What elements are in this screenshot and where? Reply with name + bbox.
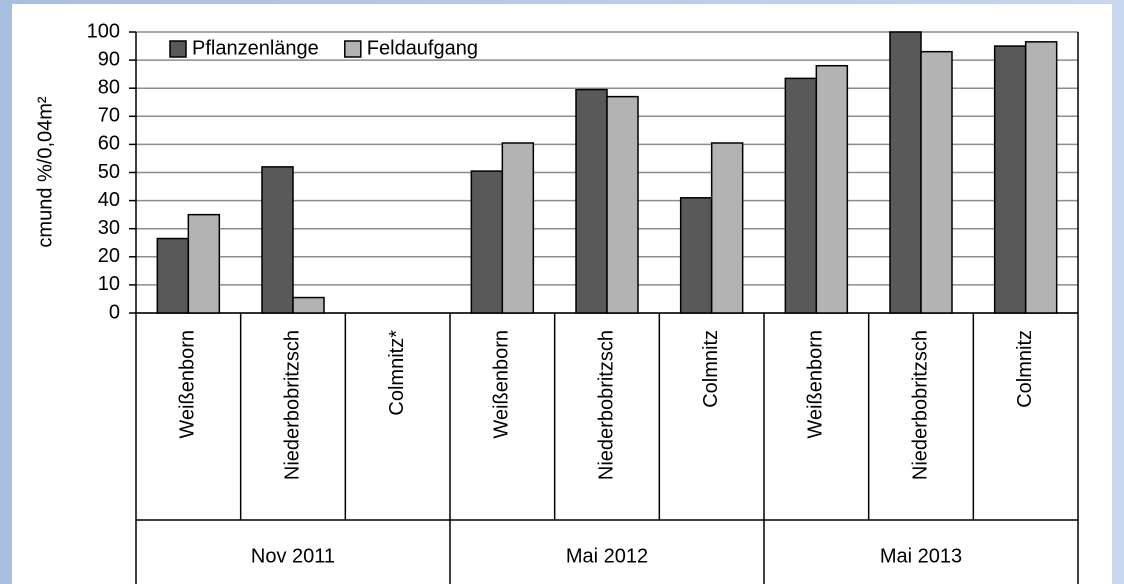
x-tick-label: Niederbobritzsch xyxy=(595,330,617,480)
y-tick-label: 90 xyxy=(98,48,120,70)
y-tick-label: 10 xyxy=(98,273,120,295)
y-axis-label: cmund %/0,04m² xyxy=(34,96,56,248)
legend-swatch xyxy=(344,40,362,58)
y-tick-label: 40 xyxy=(98,189,120,211)
group-label: Mai 2012 xyxy=(566,545,648,567)
bar xyxy=(815,64,849,314)
bar xyxy=(784,77,818,314)
x-tick-label: Colmnitz xyxy=(700,330,722,408)
group-label: Nov 2011 xyxy=(251,545,335,567)
bar xyxy=(261,166,294,314)
bar xyxy=(470,170,504,314)
legend-swatch xyxy=(169,40,187,58)
x-tick-label: Weißenborn xyxy=(491,330,513,439)
y-tick-label: 30 xyxy=(98,217,120,239)
x-tick-label: Niederbobritzsch xyxy=(909,330,931,480)
bar xyxy=(187,213,221,314)
y-tick-label: 0 xyxy=(109,301,120,323)
bar xyxy=(292,296,325,314)
bar xyxy=(889,31,922,314)
legend-label: Feldaufgang xyxy=(367,37,478,59)
bar xyxy=(993,45,1027,314)
y-tick-label: 60 xyxy=(98,133,120,155)
y-tick-label: 70 xyxy=(98,105,120,127)
x-tick-label: Colmnitz xyxy=(1014,330,1036,408)
y-tick-label: 100 xyxy=(87,20,120,42)
bar xyxy=(156,237,190,314)
y-tick-label: 50 xyxy=(98,161,120,183)
bar xyxy=(920,50,953,314)
y-tick-label: 80 xyxy=(98,76,120,98)
bar xyxy=(1024,41,1058,314)
bar xyxy=(679,197,713,314)
x-tick-label: Weißenborn xyxy=(177,330,199,439)
bar xyxy=(501,142,535,314)
x-tick-label: Colmnitz* xyxy=(386,330,408,416)
group-label: Mai 2013 xyxy=(880,545,962,567)
bar xyxy=(575,88,608,314)
bar xyxy=(710,142,744,314)
x-tick-label: Weißenborn xyxy=(805,330,827,439)
y-tick-label: 20 xyxy=(98,245,120,267)
bar xyxy=(606,95,639,314)
legend-label: Pflanzenlänge xyxy=(192,37,319,59)
x-tick-label: Niederbobritzsch xyxy=(281,330,303,480)
